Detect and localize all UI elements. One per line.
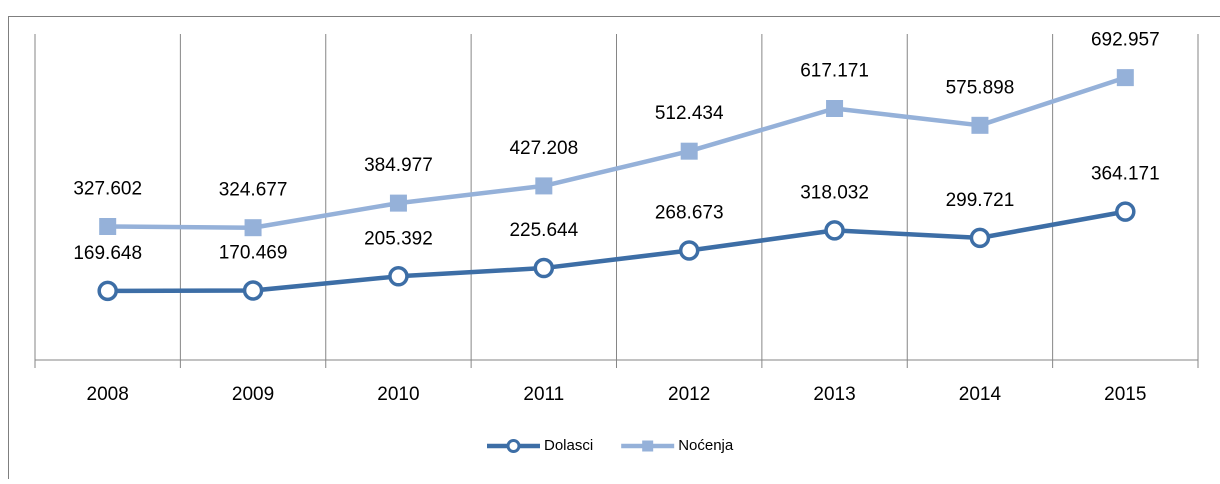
marker [971,229,988,246]
marker [535,260,552,277]
data-label: 427.208 [509,138,578,159]
legend-label: Dolasci [544,437,593,454]
x-tick-label: 2008 [87,384,129,405]
x-tick-label: 2015 [1104,384,1146,405]
legend-marker [508,441,519,452]
x-tick-label: 2011 [523,384,564,405]
marker [99,218,116,235]
data-label: 318.032 [800,182,869,203]
data-label: 692.957 [1091,30,1160,51]
marker [1117,203,1134,220]
data-label: 364.171 [1091,164,1160,185]
data-label: 299.721 [946,190,1015,211]
data-label: 575.898 [946,77,1015,98]
data-label: 617.171 [800,61,869,82]
x-tick-label: 2013 [813,384,855,405]
data-label: 205.392 [364,228,433,249]
x-tick-label: 2009 [232,384,274,405]
marker [99,282,116,299]
x-tick-label: 2014 [959,384,1002,405]
data-label: 327.602 [73,179,142,200]
marker [245,219,262,236]
legend-marker [642,441,653,452]
marker [245,282,262,299]
marker [535,177,552,194]
data-label: 268.673 [655,203,724,224]
marker [390,195,407,212]
marker [826,222,843,239]
data-label: 384.977 [364,155,433,176]
marker [681,143,698,160]
data-label: 324.677 [219,180,288,201]
x-tick-label: 2010 [377,384,419,405]
marker [390,268,407,285]
data-label: 512.434 [655,103,724,124]
marker [826,100,843,117]
marker [681,242,698,259]
data-label: 169.648 [73,243,142,264]
chart-frame [9,17,1220,480]
x-tick-label: 2012 [668,384,710,405]
data-label: 225.644 [509,220,578,241]
marker [1117,69,1134,86]
marker [971,117,988,134]
data-label: 170.469 [219,243,288,264]
legend-label: Noćenja [678,437,734,454]
